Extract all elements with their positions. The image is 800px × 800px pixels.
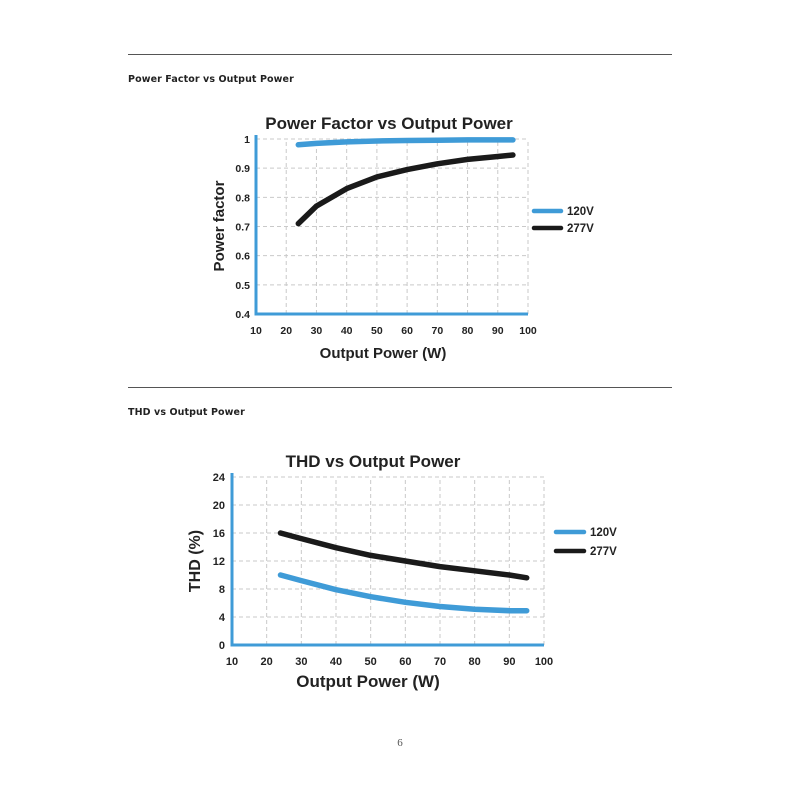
x-tick-label: 50 bbox=[365, 656, 377, 668]
legend-label-277v: 277V bbox=[590, 546, 617, 558]
section-divider-middle bbox=[128, 387, 672, 388]
y-tick-label: 0.6 bbox=[235, 251, 250, 263]
x-tick-label: 50 bbox=[371, 325, 383, 337]
x-tick-label: 70 bbox=[431, 325, 443, 337]
series-line-277v bbox=[295, 152, 516, 227]
series-line-120v bbox=[277, 572, 530, 614]
x-tick-label: 40 bbox=[330, 656, 342, 668]
thd-chart: 10 20 30 40 50 60 70 80 90 100 0 4 8 12 16 20 24 THD vs O… bbox=[187, 452, 617, 691]
x-tick-label: 100 bbox=[535, 656, 553, 668]
y-tick-label: 0.4 bbox=[235, 309, 250, 321]
legend-label-120v: 120V bbox=[590, 527, 617, 539]
x-tick-label: 90 bbox=[492, 325, 504, 337]
x-tick-label: 70 bbox=[434, 656, 446, 668]
x-tick-label: 80 bbox=[462, 325, 474, 337]
section-heading-thd: THD vs Output Power bbox=[128, 407, 245, 418]
x-axis-label: Output Power (W) bbox=[296, 672, 440, 691]
y-tick-label: 4 bbox=[219, 612, 226, 624]
section-heading-power-factor: Power Factor vs Output Power bbox=[128, 74, 294, 85]
series-line-120v bbox=[295, 137, 516, 148]
x-tick-label: 40 bbox=[341, 325, 353, 337]
chart-title: THD vs Output Power bbox=[286, 452, 461, 471]
x-tick-label: 100 bbox=[519, 325, 537, 337]
y-tick-label: 16 bbox=[213, 528, 225, 540]
chart-title: Power Factor vs Output Power bbox=[265, 114, 513, 133]
y-tick-label: 8 bbox=[219, 584, 225, 596]
legend-label-120v: 120V bbox=[567, 206, 594, 218]
power-factor-chart: 10 20 30 40 50 60 70 80 90 100 0.4 0.5 0.6 0.7 0.8 0.9 1… bbox=[211, 114, 594, 362]
y-axis-label: Power factor bbox=[211, 180, 228, 271]
y-tick-label: 0.7 bbox=[235, 222, 250, 234]
y-tick-label: 24 bbox=[213, 472, 226, 484]
x-tick-label: 30 bbox=[295, 656, 307, 668]
y-tick-label: 12 bbox=[213, 556, 225, 568]
y-tick-label: 0.9 bbox=[235, 163, 250, 175]
y-tick-label: 0.8 bbox=[235, 192, 250, 204]
x-tick-label: 10 bbox=[226, 656, 238, 668]
y-tick-label: 0.5 bbox=[235, 280, 250, 292]
x-tick-label: 20 bbox=[280, 325, 292, 337]
y-tick-label: 0 bbox=[219, 640, 225, 652]
x-tick-label: 60 bbox=[401, 325, 413, 337]
page-number: 6 bbox=[397, 737, 403, 749]
series-line-277v bbox=[277, 530, 530, 581]
legend-label-277v: 277V bbox=[567, 223, 594, 235]
y-tick-label: 1 bbox=[244, 134, 250, 146]
x-axis-label: Output Power (W) bbox=[320, 345, 447, 362]
x-tick-label: 30 bbox=[311, 325, 323, 337]
section-divider-top bbox=[128, 54, 672, 55]
y-tick-label: 20 bbox=[213, 500, 225, 512]
x-tick-label: 60 bbox=[399, 656, 411, 668]
x-tick-label: 80 bbox=[469, 656, 481, 668]
y-axis-label: THD (%) bbox=[187, 530, 204, 592]
x-tick-label: 90 bbox=[503, 656, 515, 668]
x-tick-label: 20 bbox=[261, 656, 273, 668]
x-tick-label: 10 bbox=[250, 325, 262, 337]
